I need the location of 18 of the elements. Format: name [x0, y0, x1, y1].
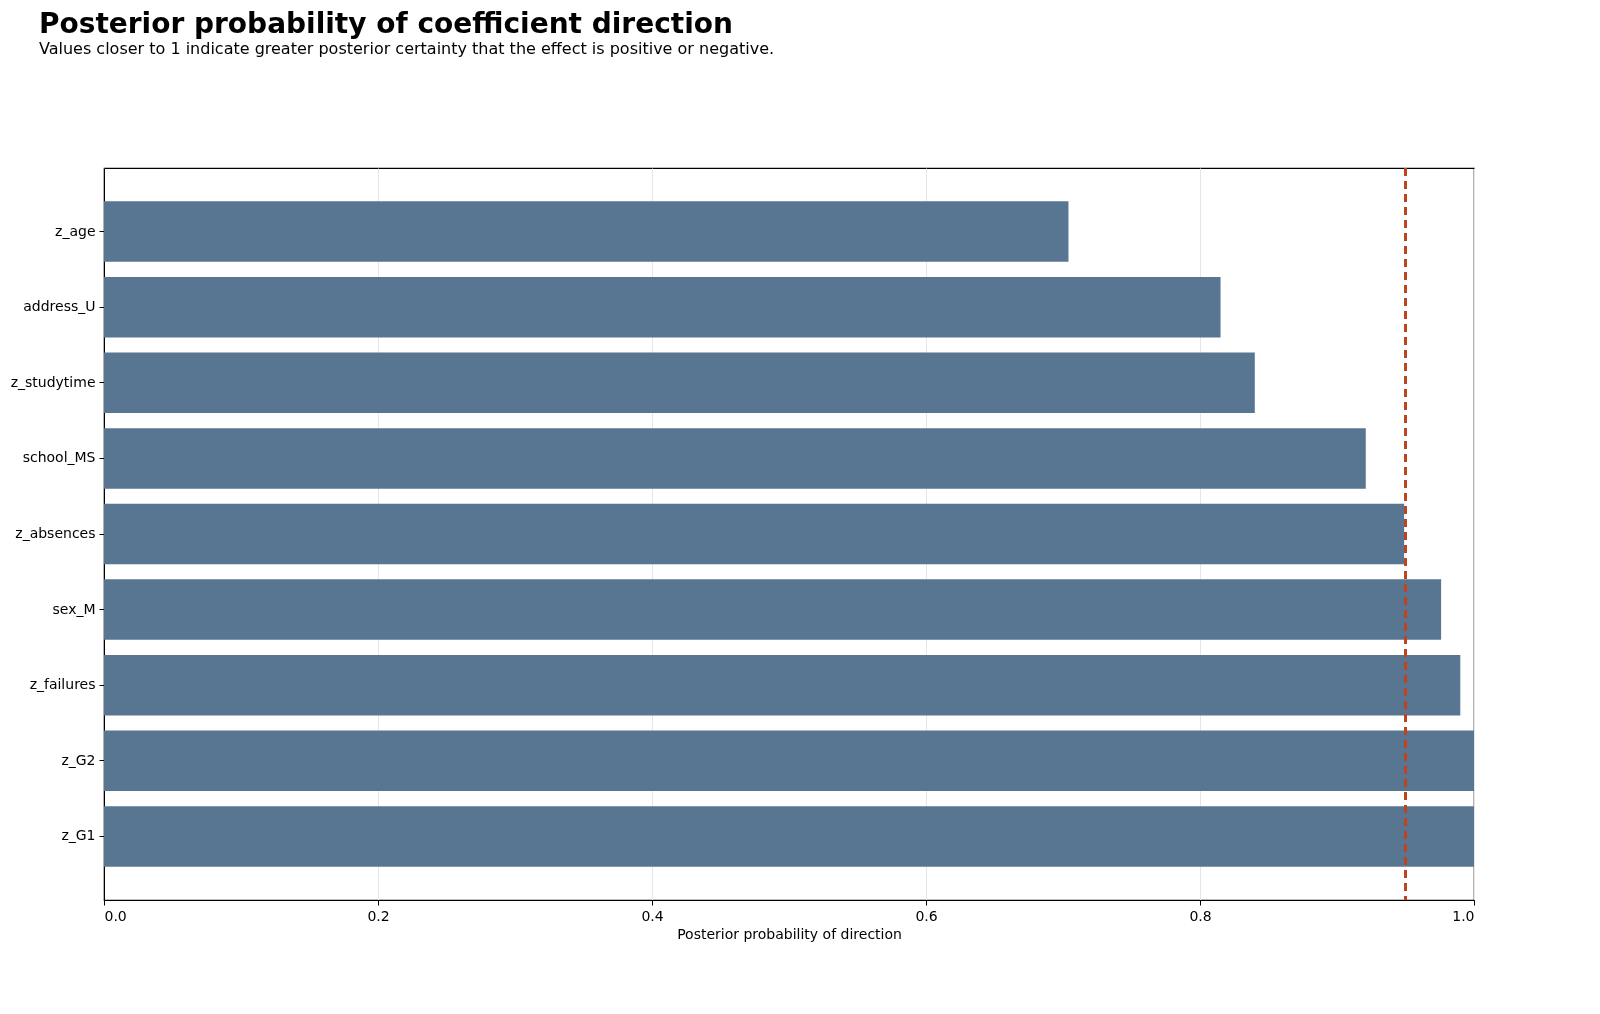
y-tick-label: address_U	[23, 298, 96, 315]
y-tick-label: school_MS	[22, 449, 96, 466]
x-tick-label: 0.2	[367, 907, 390, 924]
y-tick-label: z_absences	[15, 525, 96, 541]
y-tick-label: z_age	[55, 222, 96, 239]
y-tick-label: z_G2	[61, 751, 96, 768]
y-tick-label: sex_M	[52, 600, 96, 617]
chart-subtitle: Values closer to 1 indicate greater posterior certainty that the effect is positive or negative.	[39, 38, 775, 58]
x-tick-label: 0.0	[104, 907, 127, 924]
x-tick-label: 0.8	[1189, 907, 1212, 924]
x-tick-label: 1.0	[1452, 907, 1475, 924]
x-tick-label: 0.6	[915, 907, 938, 924]
y-tick-label: z_studytime	[10, 373, 96, 390]
chart-title: Posterior probability of coefficient direction	[39, 6, 733, 40]
y-tick-label: z_G1	[61, 827, 96, 844]
x-axis-title: Posterior probability of direction	[677, 925, 902, 942]
x-tick-label: 0.4	[641, 907, 664, 924]
y-tick-label: z_failures	[29, 676, 96, 693]
